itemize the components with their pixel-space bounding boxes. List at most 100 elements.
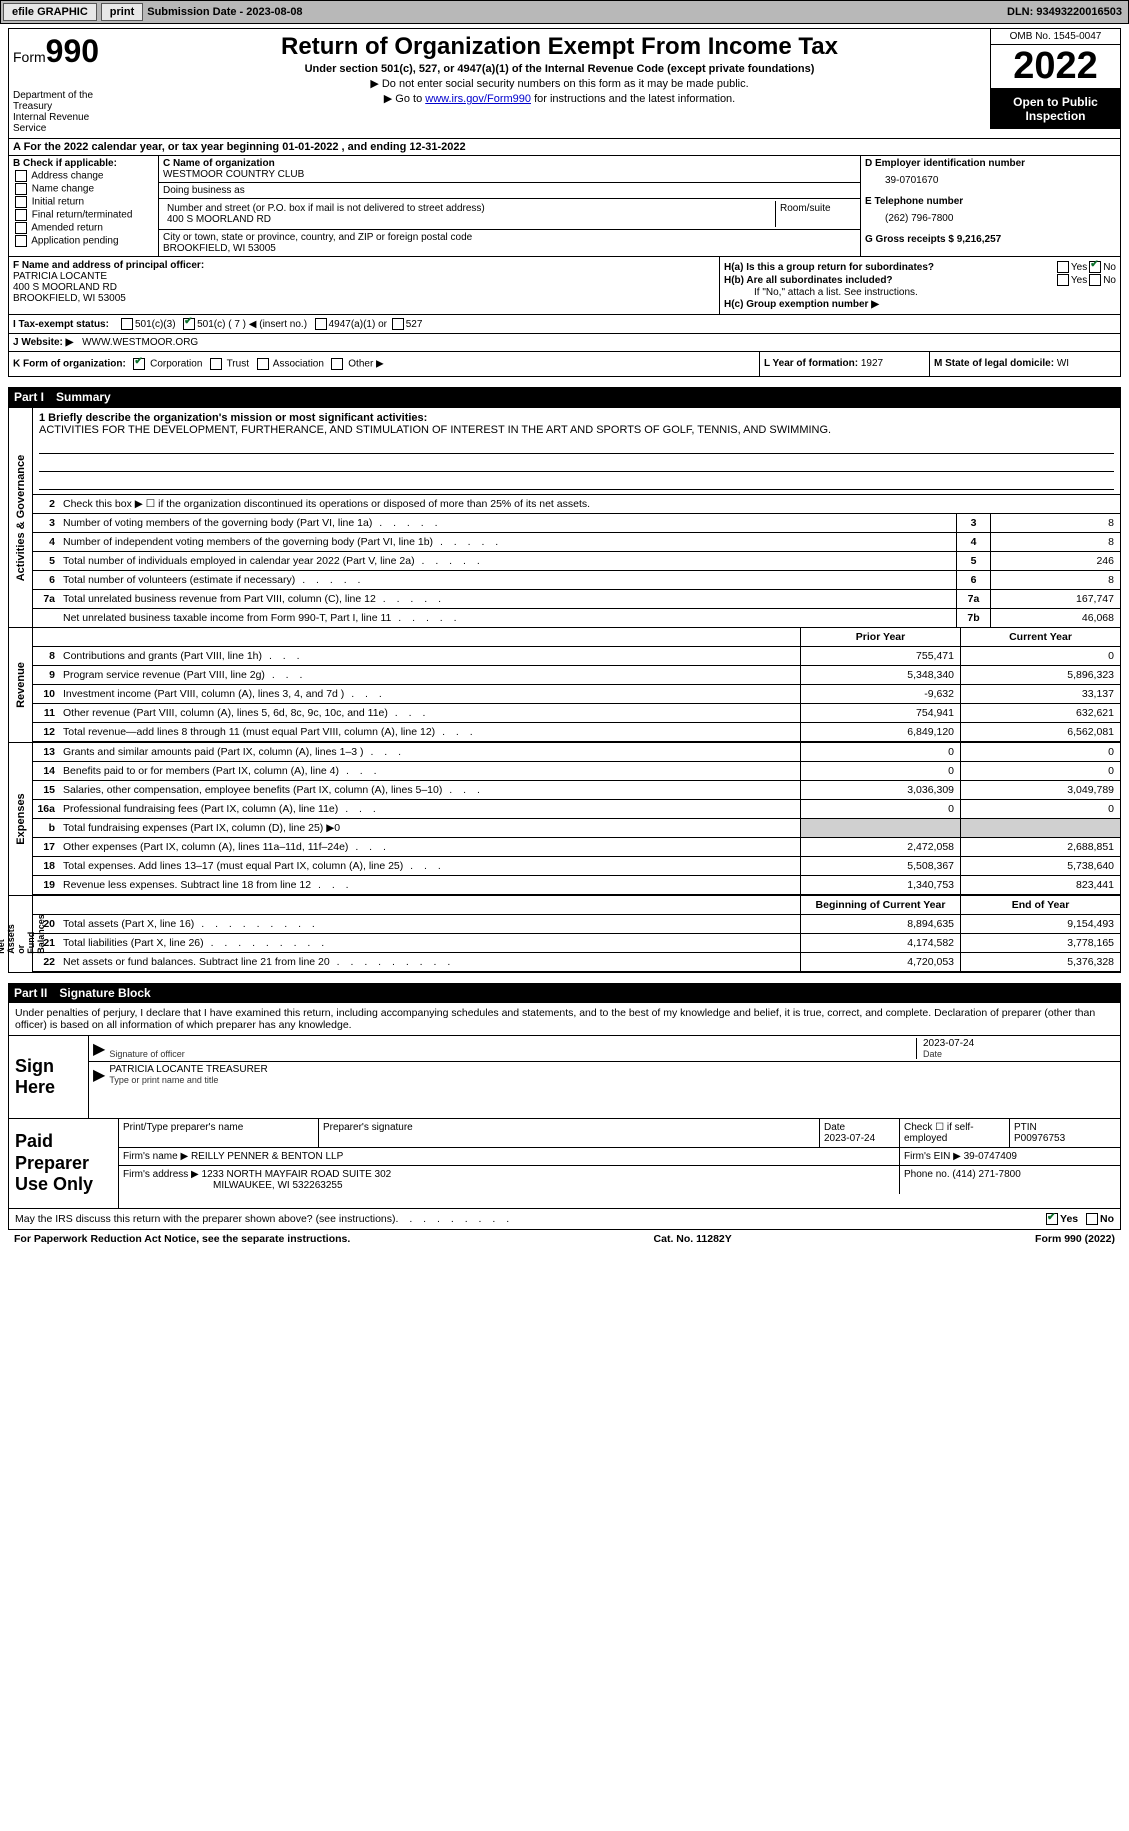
revenue-header: Prior Year Current Year bbox=[33, 628, 1120, 647]
arrow-icon: ▶ bbox=[93, 1065, 105, 1085]
ha-yes-checkbox[interactable] bbox=[1057, 261, 1069, 273]
open-to-public: Open to Public Inspection bbox=[991, 89, 1120, 129]
expense-row: bTotal fundraising expenses (Part IX, co… bbox=[33, 819, 1120, 838]
other-checkbox[interactable] bbox=[331, 358, 343, 370]
dba-row: Doing business as bbox=[159, 183, 860, 199]
row-f-officer: F Name and address of principal officer:… bbox=[9, 257, 720, 314]
netassets-row: 22Net assets or fund balances. Subtract … bbox=[33, 953, 1120, 972]
preparer-name-label: Print/Type preparer's name bbox=[119, 1119, 319, 1147]
col-d-ein: D Employer identification number 39-0701… bbox=[860, 156, 1120, 256]
part2-header: Part II Signature Block bbox=[8, 983, 1121, 1003]
firm-address-1: 1233 NORTH MAYFAIR ROAD SUITE 302 bbox=[202, 1169, 392, 1180]
city-row: City or town, state or province, country… bbox=[159, 230, 860, 256]
dept-label: Department of the Treasury Internal Reve… bbox=[13, 90, 125, 134]
colb-checkbox[interactable]: Final return/terminated bbox=[13, 209, 154, 221]
form-subtitle-2: ▶ Do not enter social security numbers o… bbox=[133, 77, 986, 90]
501c3-checkbox[interactable] bbox=[121, 318, 133, 330]
street-row: Number and street (or P.O. box if mail i… bbox=[159, 199, 860, 230]
ha-no-checkbox[interactable] bbox=[1089, 261, 1101, 273]
revenue-row: 12Total revenue—add lines 8 through 11 (… bbox=[33, 723, 1120, 742]
dln-label: DLN: 93493220016503 bbox=[1007, 6, 1122, 18]
mission-description: 1 Briefly describe the organization's mi… bbox=[33, 408, 1120, 495]
form-word: Form bbox=[13, 49, 46, 65]
top-toolbar: efile GRAPHIC print Submission Date - 20… bbox=[0, 0, 1129, 24]
colb-checkbox[interactable]: Address change bbox=[13, 170, 154, 182]
col-b-checkboxes: B Check if applicable: Address change Na… bbox=[9, 156, 159, 256]
paid-preparer-label: Paid Preparer Use Only bbox=[9, 1119, 119, 1208]
irs-link[interactable]: www.irs.gov/Form990 bbox=[425, 93, 531, 105]
side-activities-governance: Activities & Governance bbox=[9, 408, 33, 627]
summary-row: 3Number of voting members of the governi… bbox=[33, 514, 1120, 533]
row-j-website: J Website: ▶ WWW.WESTMOOR.ORG bbox=[8, 334, 1121, 352]
preparer-sig-label: Preparer's signature bbox=[319, 1119, 820, 1147]
row-a-tax-year: A For the 2022 calendar year, or tax yea… bbox=[8, 139, 1121, 156]
summary-row: 5Total number of individuals employed in… bbox=[33, 552, 1120, 571]
side-revenue: Revenue bbox=[9, 628, 33, 742]
arrow-icon: ▶ bbox=[93, 1039, 105, 1059]
summary-row: 7aTotal unrelated business revenue from … bbox=[33, 590, 1120, 609]
form-header: Form990 Department of the Treasury Inter… bbox=[8, 28, 1121, 139]
colb-checkbox[interactable]: Application pending bbox=[13, 235, 154, 247]
row-k-form-org: K Form of organization: Corporation Trus… bbox=[9, 352, 760, 376]
side-expenses: Expenses bbox=[9, 743, 33, 895]
print-button[interactable]: print bbox=[101, 3, 143, 21]
trust-checkbox[interactable] bbox=[210, 358, 222, 370]
perjury-declaration: Under penalties of perjury, I declare th… bbox=[8, 1003, 1121, 1036]
ptin-value: P00976753 bbox=[1014, 1133, 1065, 1144]
self-employed-check: Check ☐ if self-employed bbox=[900, 1119, 1010, 1147]
527-checkbox[interactable] bbox=[392, 318, 404, 330]
preparer-date: 2023-07-24 bbox=[824, 1133, 875, 1144]
form-subtitle-1: Under section 501(c), 527, or 4947(a)(1)… bbox=[133, 63, 986, 75]
expense-row: 17Other expenses (Part IX, column (A), l… bbox=[33, 838, 1120, 857]
firm-ein: 39-0747409 bbox=[964, 1151, 1017, 1162]
part1-header: Part I Summary bbox=[8, 387, 1121, 407]
expense-row: 13Grants and similar amounts paid (Part … bbox=[33, 743, 1120, 762]
colb-checkbox[interactable]: Amended return bbox=[13, 222, 154, 234]
summary-row: 4Number of independent voting members of… bbox=[33, 533, 1120, 552]
tax-year: 2022 bbox=[991, 45, 1120, 89]
omb-number: OMB No. 1545-0047 bbox=[991, 29, 1120, 45]
officer-name: PATRICIA LOCANTE TREASURER bbox=[109, 1064, 1116, 1075]
netassets-header: Beginning of Current Year End of Year bbox=[33, 896, 1120, 915]
sign-here-label: Sign Here bbox=[9, 1036, 89, 1118]
sign-date: 2023-07-24 bbox=[923, 1038, 1116, 1049]
hb-yes-checkbox[interactable] bbox=[1057, 274, 1069, 286]
org-name-row: C Name of organization WESTMOOR COUNTRY … bbox=[159, 156, 860, 183]
q2-text: Check this box ▶ ☐ if the organization d… bbox=[59, 495, 1120, 513]
row-h-group: H(a) Is this a group return for subordin… bbox=[720, 257, 1120, 314]
expense-row: 14Benefits paid to or for members (Part … bbox=[33, 762, 1120, 781]
discuss-yes-checkbox[interactable] bbox=[1046, 1213, 1058, 1225]
4947-checkbox[interactable] bbox=[315, 318, 327, 330]
revenue-row: 9Program service revenue (Part VIII, lin… bbox=[33, 666, 1120, 685]
summary-row: 6Total number of volunteers (estimate if… bbox=[33, 571, 1120, 590]
discuss-with-preparer: May the IRS discuss this return with the… bbox=[8, 1209, 1121, 1230]
row-l-year: L Year of formation: 1927 bbox=[760, 352, 930, 376]
netassets-row: 21Total liabilities (Part X, line 26)4,1… bbox=[33, 934, 1120, 953]
summary-row: Net unrelated business taxable income fr… bbox=[33, 609, 1120, 627]
form-number: 990 bbox=[46, 33, 99, 69]
firm-phone: (414) 271-7800 bbox=[952, 1169, 1020, 1180]
revenue-row: 10Investment income (Part VIII, column (… bbox=[33, 685, 1120, 704]
501c-checkbox[interactable] bbox=[183, 318, 195, 330]
signature-label: Signature of officer bbox=[109, 1049, 916, 1059]
efile-button[interactable]: efile GRAPHIC bbox=[3, 3, 97, 21]
firm-name: REILLY PENNER & BENTON LLP bbox=[191, 1151, 343, 1162]
revenue-row: 8Contributions and grants (Part VIII, li… bbox=[33, 647, 1120, 666]
firm-address-2: MILWAUKEE, WI 532263255 bbox=[213, 1180, 343, 1191]
corp-checkbox[interactable] bbox=[133, 358, 145, 370]
colb-checkbox[interactable]: Initial return bbox=[13, 196, 154, 208]
discuss-no-checkbox[interactable] bbox=[1086, 1213, 1098, 1225]
side-net-assets: Net Assets or Fund Balances bbox=[9, 896, 33, 972]
form-subtitle-3: ▶ Go to www.irs.gov/Form990 for instruct… bbox=[133, 92, 986, 105]
assoc-checkbox[interactable] bbox=[257, 358, 269, 370]
form-title: Return of Organization Exempt From Incom… bbox=[133, 33, 986, 61]
colb-checkbox[interactable]: Name change bbox=[13, 183, 154, 195]
expense-row: 15Salaries, other compensation, employee… bbox=[33, 781, 1120, 800]
row-i-tax-status: I Tax-exempt status: 501(c)(3) 501(c) ( … bbox=[8, 315, 1121, 334]
hb-no-checkbox[interactable] bbox=[1089, 274, 1101, 286]
row-m-state: M State of legal domicile: WI bbox=[930, 352, 1120, 376]
netassets-row: 20Total assets (Part X, line 16)8,894,63… bbox=[33, 915, 1120, 934]
revenue-row: 11Other revenue (Part VIII, column (A), … bbox=[33, 704, 1120, 723]
expense-row: 18Total expenses. Add lines 13–17 (must … bbox=[33, 857, 1120, 876]
expense-row: 19Revenue less expenses. Subtract line 1… bbox=[33, 876, 1120, 895]
